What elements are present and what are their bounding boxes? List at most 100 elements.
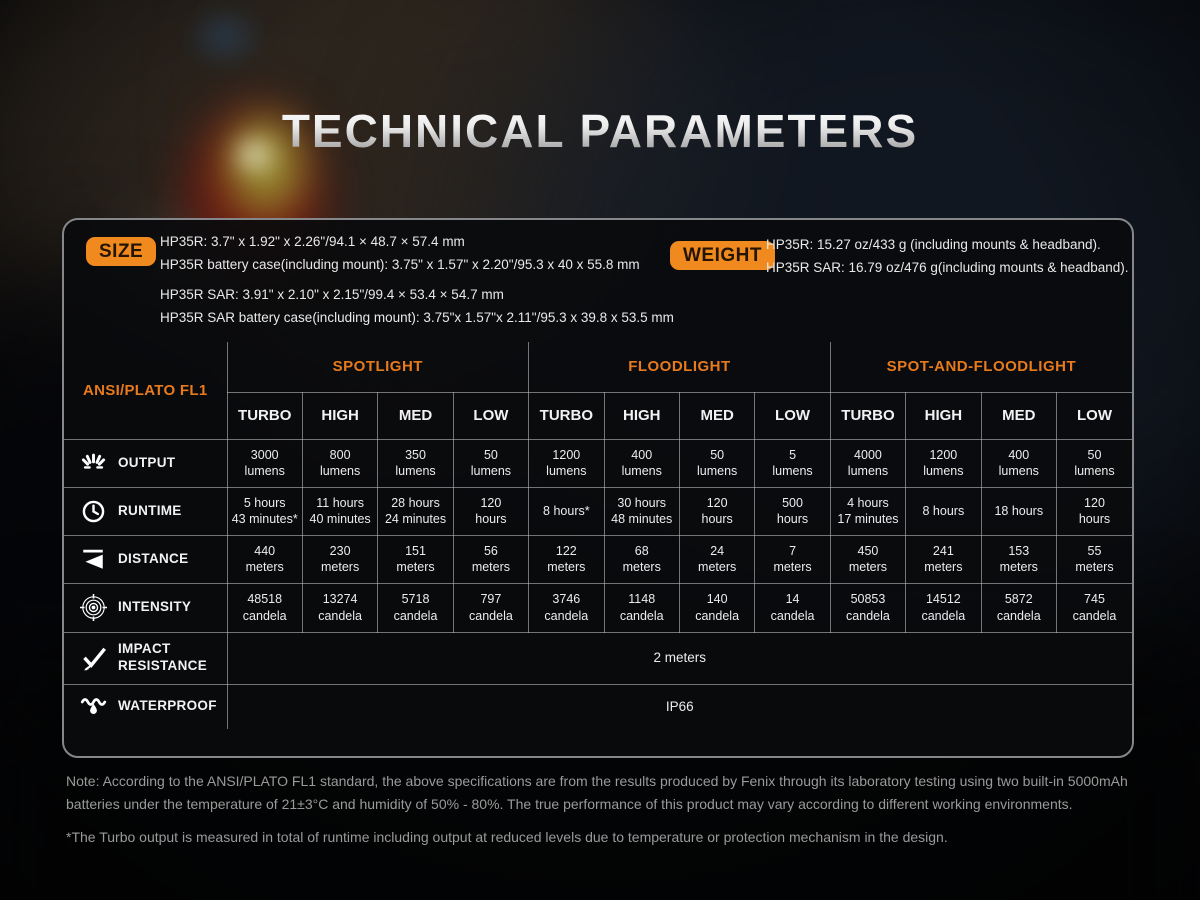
waterproof-splash-icon (77, 693, 109, 720)
spec-cell: 8 hours* (528, 486, 605, 536)
spec-cell: 28 hours 24 minutes (377, 486, 454, 536)
spec-cell: 8 hours (905, 486, 982, 536)
size-lines: HP35R: 3.7" x 1.92" x 2.26"/94.1 × 48.7 … (160, 230, 640, 276)
mode-header: TURBO (528, 391, 605, 440)
spec-cell: 440 meters (226, 534, 303, 584)
spec-cell: 500 hours (754, 486, 831, 536)
spec-cell: 400 lumens (980, 438, 1057, 488)
distance-beam-icon (77, 546, 109, 572)
weight-badge: WEIGHT (670, 241, 775, 270)
table-row-impact-resistance: IMPACT RESISTANCE 2 meters (64, 631, 1132, 685)
ansi-note: Note: According to the ANSI/PLATO FL1 st… (66, 773, 1128, 812)
spec-cell: 450 meters (829, 534, 907, 584)
mode-header: LOW (1055, 391, 1132, 440)
mode-header: HIGH (603, 391, 680, 440)
spec-cell: 120 hours (452, 486, 530, 536)
spec-cell: 7 meters (754, 534, 831, 584)
spec-cell: 745 candela (1055, 582, 1132, 633)
size-line: HP35R battery case(including mount): 3.7… (160, 257, 640, 272)
runtime-clock-icon (77, 499, 109, 524)
intensity-target-icon (77, 594, 109, 621)
spec-cell: 55 meters (1055, 534, 1132, 584)
row-label-output: OUTPUT (64, 438, 228, 488)
spec-cell: 3000 lumens (226, 438, 303, 488)
row-label-distance: DISTANCE (64, 534, 228, 584)
spec-cell: 350 lumens (377, 438, 454, 488)
weight-line: HP35R SAR: 16.79 oz/476 g(including moun… (766, 260, 1129, 275)
mode-header: MED (980, 391, 1057, 440)
spec-cell: 151 meters (377, 534, 454, 584)
spec-cell: 48518 candela (226, 582, 303, 633)
size-weight-section: SIZE HP35R: 3.7" x 1.92" x 2.26"/94.1 × … (64, 220, 1132, 756)
table-row-runtime: RUNTIME 5 hours 43 minutes* 11 hours 40 … (64, 486, 1132, 536)
row-label-runtime: RUNTIME (64, 486, 228, 536)
row-label-impact-resistance: IMPACT RESISTANCE (64, 631, 228, 685)
size-badge: SIZE (86, 237, 157, 266)
column-group-spot-and-floodlight: SPOT-AND-FLOODLIGHT (829, 341, 1132, 393)
spec-cell: 120 hours (678, 486, 756, 536)
spec-cell: 797 candela (452, 582, 530, 633)
spec-cell: 140 candela (678, 582, 756, 633)
spec-cell: 11 hours 40 minutes (301, 486, 379, 536)
table-row-intensity: INTENSITY 48518 candela 13274 candela 57… (64, 582, 1132, 633)
output-rays-icon (77, 450, 109, 477)
spec-cell: 14 candela (754, 582, 831, 633)
page-title: TECHNICAL PARAMETERS (0, 104, 1200, 158)
spec-cell: 1200 lumens (528, 438, 605, 488)
table-corner-label: ANSI/PLATO FL1 (64, 341, 228, 440)
spec-cell: 50 lumens (452, 438, 530, 488)
spec-table: ANSI/PLATO FL1 SPOTLIGHT FLOODLIGHT SPOT… (64, 341, 1132, 730)
row-label-intensity: INTENSITY (64, 582, 228, 633)
spec-cell: 122 meters (528, 534, 605, 584)
mode-header: MED (678, 391, 756, 440)
spec-cell: 50 lumens (1055, 438, 1132, 488)
spec-cell: 5 hours 43 minutes* (226, 486, 303, 536)
spec-cell: 153 meters (980, 534, 1057, 584)
waterproof-value: IP66 (226, 683, 1132, 730)
spec-cell: 68 meters (603, 534, 680, 584)
spec-cell: 50853 candela (829, 582, 907, 633)
spec-cell: 1148 candela (603, 582, 680, 633)
row-label-waterproof: WATERPROOF (64, 683, 228, 730)
spec-cell: 5718 candela (377, 582, 454, 633)
impact-resistance-value: 2 meters (226, 631, 1132, 685)
spec-cell: 30 hours 48 minutes (603, 486, 680, 536)
spec-cell: 4000 lumens (829, 438, 907, 488)
spec-cell: 5872 candela (980, 582, 1057, 633)
spec-cell: 241 meters (905, 534, 982, 584)
spec-cell: 13274 candela (301, 582, 379, 633)
spec-cell: 400 lumens (603, 438, 680, 488)
spec-cell: 230 meters (301, 534, 379, 584)
size-line: HP35R SAR battery case(including mount):… (160, 310, 674, 325)
spec-cell: 4 hours 17 minutes (829, 486, 907, 536)
turbo-note: *The Turbo output is measured in total o… (66, 829, 948, 845)
mode-header: HIGH (905, 391, 982, 440)
size-sar-lines: HP35R SAR: 3.91" x 2.10" x 2.15"/99.4 × … (160, 283, 674, 329)
spec-cell: 3746 candela (528, 582, 605, 633)
spec-cell: 50 lumens (678, 438, 756, 488)
size-line: HP35R: 3.7" x 1.92" x 2.26"/94.1 × 48.7 … (160, 234, 465, 249)
mode-header: HIGH (301, 391, 379, 440)
table-row-output: OUTPUT 3000 lumens 800 lumens 350 lumens… (64, 438, 1132, 488)
impact-resistance-icon (77, 645, 109, 672)
column-group-spotlight: SPOTLIGHT (226, 341, 530, 393)
size-line: HP35R SAR: 3.91" x 2.10" x 2.15"/99.4 × … (160, 287, 504, 302)
spec-cell: 800 lumens (301, 438, 379, 488)
column-group-floodlight: FLOODLIGHT (528, 341, 831, 393)
mode-header: LOW (754, 391, 831, 440)
mode-header: TURBO (226, 391, 303, 440)
mode-header: MED (377, 391, 454, 440)
table-row-waterproof: WATERPROOF IP66 (64, 683, 1132, 730)
table-row-distance: DISTANCE 440 meters 230 meters 151 meter… (64, 534, 1132, 584)
spec-cell: 18 hours (980, 486, 1057, 536)
weight-line: HP35R: 15.27 oz/433 g (including mounts … (766, 237, 1101, 252)
footnotes: Note: According to the ANSI/PLATO FL1 st… (66, 770, 1138, 859)
spec-cell: 14512 candela (905, 582, 982, 633)
spec-cell: 120 hours (1055, 486, 1132, 536)
weight-lines: HP35R: 15.27 oz/433 g (including mounts … (766, 233, 1128, 279)
spec-cell: 1200 lumens (905, 438, 982, 488)
mode-header: LOW (452, 391, 530, 440)
spec-cell: 5 lumens (754, 438, 831, 488)
spec-cell: 56 meters (452, 534, 530, 584)
